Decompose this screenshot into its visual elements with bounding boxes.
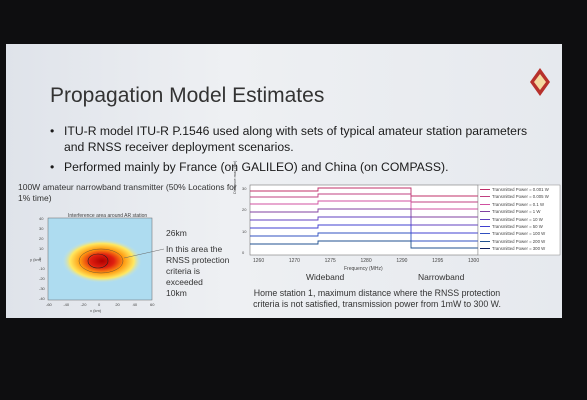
heatmap-blob bbox=[62, 239, 142, 283]
heatmap-x-tick: 20 bbox=[115, 302, 120, 307]
plot-x-tick: 1275 bbox=[324, 258, 336, 264]
legend-swatch bbox=[480, 240, 490, 242]
heatmap-x-tick: 60 bbox=[150, 302, 155, 307]
slide: Propagation Model Estimates ITU-R model … bbox=[6, 44, 562, 318]
band-label: Wideband bbox=[306, 272, 345, 282]
legend-swatch bbox=[480, 248, 490, 250]
heatmap-title: Interference area around AR station bbox=[68, 213, 148, 219]
plot-lines bbox=[250, 187, 478, 249]
legend-swatch bbox=[480, 196, 490, 198]
legend-entry: Transmitted Power = 200 W bbox=[480, 239, 545, 244]
heatmap-x-tick: -20 bbox=[80, 302, 87, 307]
annotation: 26km bbox=[166, 228, 187, 238]
heatmap-y-tick: 0 bbox=[39, 256, 42, 261]
heatmap-x-tick: 40 bbox=[132, 302, 138, 307]
heatmap-y-tick: -20 bbox=[39, 276, 45, 281]
legend-entry: Transmitted Power = 0.001 W bbox=[480, 187, 549, 192]
contour bbox=[78, 248, 124, 274]
slide-graphics bbox=[47, 68, 561, 301]
plot-x-tick: 1280 bbox=[360, 258, 372, 264]
plot-y-label: Distance max (km) bbox=[232, 160, 237, 194]
heatmap-y-tick: 30 bbox=[39, 226, 44, 231]
left-caption: 100W amateur narrowband transmitter (50%… bbox=[18, 182, 237, 203]
heatmap-x-label: x (km) bbox=[90, 308, 102, 313]
heatmap-y-tick: -30 bbox=[39, 286, 45, 291]
heatmap-y-label: y (km) bbox=[30, 257, 42, 262]
heatmap-y-tick: -40 bbox=[39, 296, 45, 301]
legend-swatch bbox=[480, 189, 490, 190]
legend-entry: Transmitted Power = 100 W bbox=[480, 231, 545, 236]
legend-entry: Transmitted Power = 1 W bbox=[480, 209, 540, 214]
plot-y-tick: 30 bbox=[242, 186, 247, 191]
heatmap-x-tick: 0 bbox=[98, 302, 101, 307]
bullet: ITU-R model ITU-R P.1546 used along with… bbox=[50, 123, 534, 155]
legend-swatch bbox=[480, 233, 490, 235]
heatmap-y-tick: 40 bbox=[39, 216, 44, 221]
legend-entry: Transmitted Power = 10 W bbox=[480, 217, 543, 222]
legend-swatch bbox=[480, 203, 490, 205]
plot-x-tick: 1290 bbox=[396, 258, 408, 264]
slide-title: Propagation Model Estimates bbox=[50, 84, 325, 107]
plot-x-tick: 1295 bbox=[432, 258, 444, 264]
legend-swatch bbox=[480, 211, 490, 213]
legend-swatch bbox=[480, 226, 490, 227]
annotation: In this area the RNSS protection criteri… bbox=[166, 244, 230, 287]
plot-x-tick: 1300 bbox=[468, 258, 480, 264]
legend-entry: Transmitted Power = 0.1 W bbox=[480, 202, 544, 207]
plot-y-tick: 20 bbox=[242, 207, 247, 213]
figure-caption: Home station 1, maximum distance where t… bbox=[253, 288, 501, 309]
plot-x-label: Frequency (MHz) bbox=[344, 266, 383, 272]
pointer-line bbox=[123, 248, 165, 259]
legend-entry: Transmitted Power = 0.005 W bbox=[480, 194, 549, 199]
plot-x-tick: 1270 bbox=[288, 258, 300, 264]
legend-box bbox=[477, 184, 561, 256]
legend-entry: Transmitted Power = 50 W bbox=[480, 224, 543, 229]
logo bbox=[530, 68, 550, 96]
heatmap-x-tick: -60 bbox=[46, 302, 52, 307]
heatmap-y-tick: 10 bbox=[39, 246, 44, 251]
plot-x-tick: 1260 bbox=[253, 258, 265, 264]
contour bbox=[87, 253, 109, 269]
legend-entry: Transmitted Power = 300 W bbox=[480, 246, 545, 251]
plot-y-tick: 10 bbox=[242, 228, 247, 234]
heatmap-x-tick: -40 bbox=[63, 302, 70, 307]
legend-swatch bbox=[480, 218, 490, 220]
plot-y-tick: 0 bbox=[242, 250, 245, 255]
heatmap-y-tick: -10 bbox=[39, 266, 45, 271]
band-label: Narrowband bbox=[418, 272, 465, 282]
heatmap-y-tick: 20 bbox=[39, 236, 44, 241]
annotation: 10km bbox=[166, 288, 187, 298]
bullet: Performed mainly by France (on GALILEO) … bbox=[50, 159, 534, 175]
